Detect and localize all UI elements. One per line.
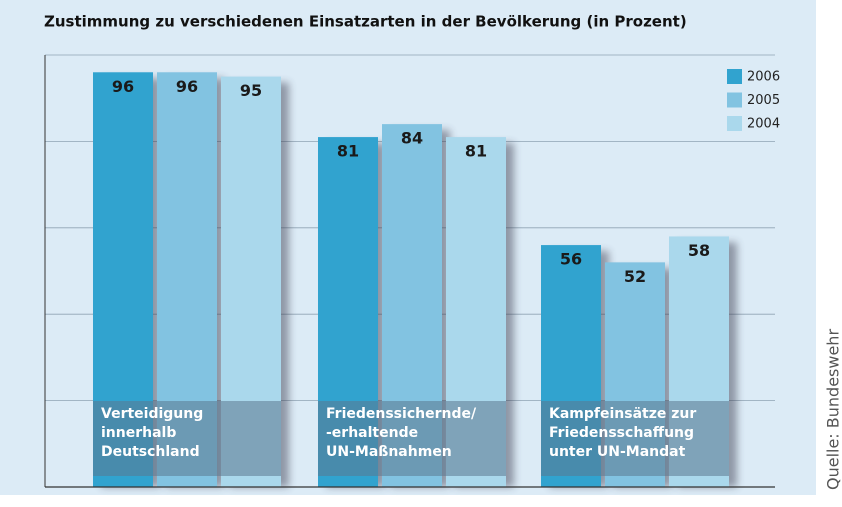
source: Quelle: Bundeswehr bbox=[824, 329, 842, 490]
value-label: 95 bbox=[240, 81, 262, 100]
x-tick-label: Verteidigung innerhalb Deutschland bbox=[101, 406, 204, 460]
value-label: 96 bbox=[112, 77, 134, 96]
value-label: 84 bbox=[401, 129, 423, 148]
legend-label: 2005 bbox=[747, 93, 780, 108]
category-band bbox=[318, 401, 506, 476]
category-band bbox=[541, 401, 729, 476]
legend-label: 2006 bbox=[747, 70, 780, 85]
value-label: 56 bbox=[560, 250, 582, 269]
legend-swatch bbox=[727, 116, 742, 131]
x-tick-label: Kampfeinsätze zur Friedensschaffung unte… bbox=[549, 406, 697, 460]
value-label: 52 bbox=[624, 267, 646, 286]
legend-swatch bbox=[727, 92, 742, 108]
legend-label: 2004 bbox=[747, 117, 780, 132]
chart-title: Zustimmung zu verschiedenen Einsatzarten… bbox=[44, 13, 687, 31]
category-band bbox=[93, 401, 281, 476]
legend-swatch bbox=[727, 69, 742, 84]
value-label: 58 bbox=[688, 241, 710, 260]
value-label: 81 bbox=[465, 142, 487, 161]
value-label: 96 bbox=[176, 77, 198, 96]
value-label: 81 bbox=[337, 142, 359, 161]
x-tick-label: Friedenssichernde/ -erhaltende UN-Maßnah… bbox=[326, 406, 477, 460]
